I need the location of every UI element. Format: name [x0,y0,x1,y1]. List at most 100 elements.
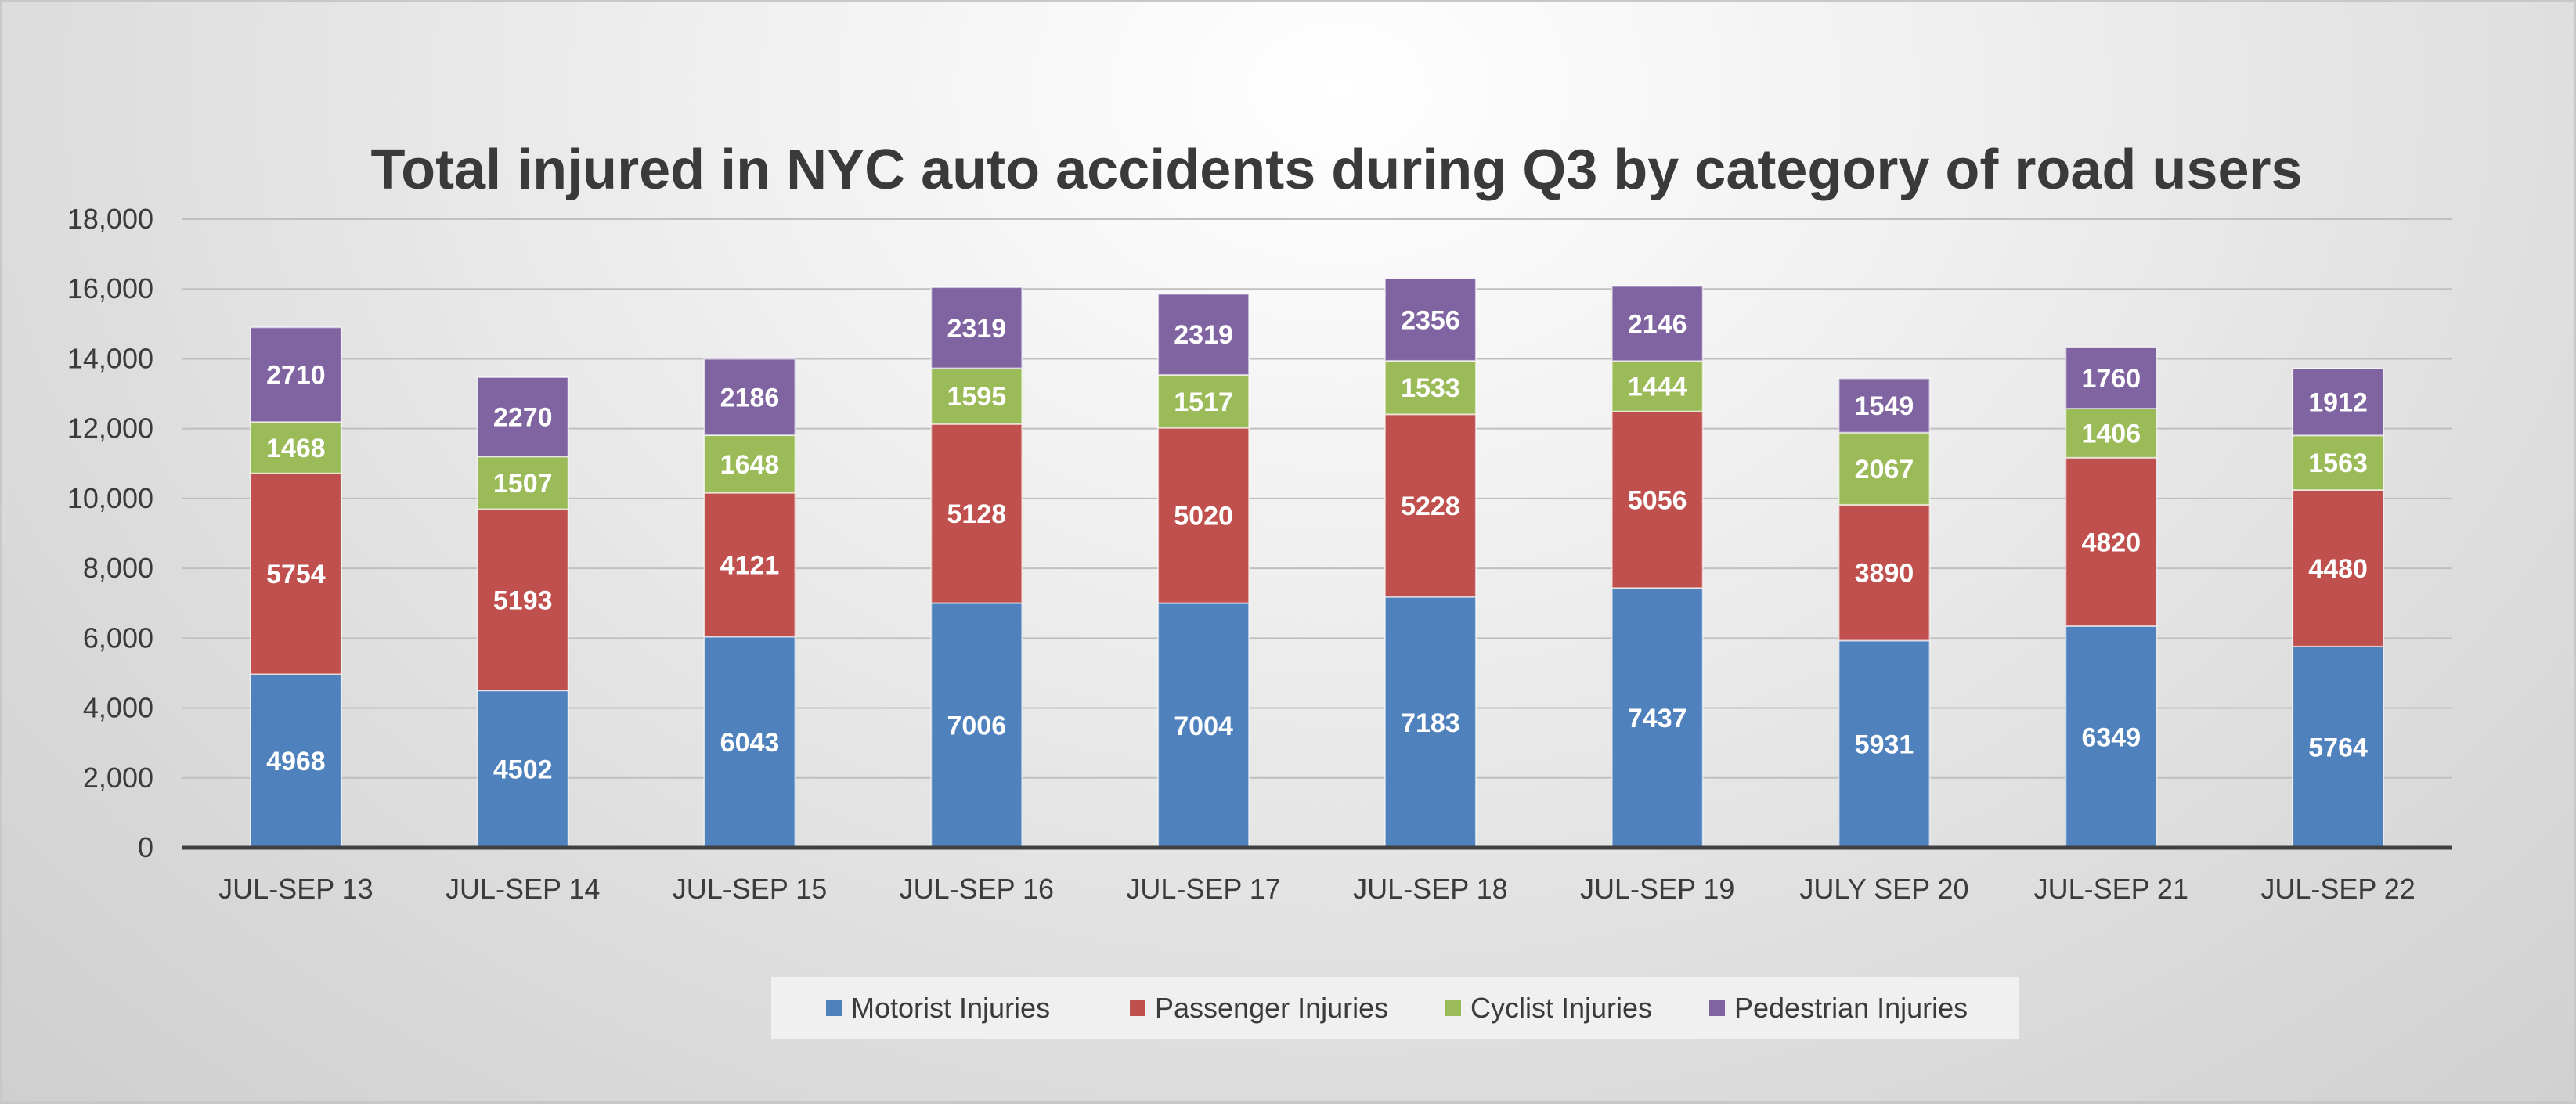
x-tick-label: JUL-SEP 22 [2260,873,2415,905]
chart-title: Total injured in NYC auto accidents duri… [370,139,2302,201]
y-tick-label: 4,000 [83,692,153,724]
x-tick-label: JUL-SEP 17 [1126,873,1280,905]
bar-pedestrian-injuries-jul-sep-16 [930,286,1023,369]
data-label-pedestrian-injuries: 2146 [1628,309,1687,339]
legend-box [771,977,2019,1039]
data-label-passenger-injuries: 5193 [493,585,553,615]
bar-pedestrian-injuries-jul-sep-22 [2292,367,2385,437]
data-label-passenger-injuries: 3890 [1855,559,1914,589]
y-tick-label: 14,000 [67,342,153,374]
data-label-passenger-injuries: 5228 [1401,492,1460,521]
legend-swatch-pedestrian-injuries [1709,1000,1725,1016]
data-label-motorist-injuries: 7183 [1401,708,1460,738]
data-label-motorist-injuries: 5764 [2308,733,2368,762]
bar-motorist-injuries-jul-sep-13 [249,673,342,849]
bar-motorist-injuries-jul-sep-15 [703,636,796,848]
data-label-cyclist-injuries: 1406 [2081,419,2141,449]
data-label-motorist-injuries: 7006 [947,712,1006,741]
data-label-pedestrian-injuries: 2186 [720,383,780,412]
data-label-cyclist-injuries: 1517 [1174,387,1233,417]
y-tick-label: 18,000 [67,203,153,235]
y-tick-label: 12,000 [67,412,153,445]
x-axis: JUL-SEP 13 JUL-SEP 14 JUL-SEP 15 JUL-SEP 16… [182,845,2452,905]
bar-motorist-injuries-jul-sep-17 [1157,602,1250,848]
bar-stack-jul-sep-14: 4502 5193 1507 2270 [476,376,569,848]
data-label-cyclist-injuries: 1444 [1628,372,1687,402]
data-label-passenger-injuries: 4480 [2308,554,2368,584]
data-label-passenger-injuries: 4820 [2081,528,2141,557]
bar-passenger-injuries-jul-sep-18 [1384,413,1477,598]
bar-pedestrian-injuries-jul-sep-17 [1157,293,1250,376]
data-label-cyclist-injuries: 2067 [1855,455,1914,485]
bar-passenger-injuries-jul-sep-15 [703,492,796,638]
data-label-passenger-injuries: 5056 [1628,485,1687,515]
data-label-cyclist-injuries: 1468 [266,434,326,463]
bar-motorist-injuries-jul-sep-21 [2065,625,2158,848]
y-tick-label: 2,000 [83,762,153,794]
bar-passenger-injuries-jul-sep-21 [2065,456,2158,627]
legend-label-pedestrian-injuries: Pedestrian Injuries [1734,992,1968,1024]
bar-stack-jul-sep-18: 7183 5228 1533 2356 [1384,277,1477,849]
data-label-cyclist-injuries: 1648 [720,450,780,480]
bar-pedestrian-injuries-jul-sep-13 [249,326,342,423]
data-label-motorist-injuries: 7004 [1174,712,1233,741]
bar-pedestrian-injuries-jul-sep-14 [476,376,569,458]
data-label-passenger-injuries: 5020 [1174,502,1233,531]
bar-motorist-injuries-jul-sep-16 [930,602,1023,848]
y-tick-label: 10,000 [67,482,153,514]
bar-cyclist-injuries-jul-sep-16 [930,367,1023,425]
bar-stack-july-sep-20: 5931 3890 2067 1549 [1838,377,1931,848]
legend-label-motorist-injuries: Motorist Injuries [851,992,1050,1024]
data-label-cyclist-injuries: 1595 [947,382,1006,412]
bar-stack-jul-sep-21: 6349 4820 1406 1760 [2065,346,2158,848]
data-label-passenger-injuries: 4121 [720,550,780,580]
legend-swatch-passenger-injuries [1130,1000,1145,1016]
data-label-motorist-injuries: 7437 [1628,704,1687,733]
y-tick-label: 0 [138,831,153,863]
legend: Motorist Injuries Passenger Injuries Cycli… [771,977,2019,1039]
y-axis: 0 2,000 4,000 6,000 8,000 10,000 12,000 14,000 1… [67,203,153,863]
data-label-pedestrian-injuries: 2270 [493,403,553,433]
bar-pedestrian-injuries-jul-sep-21 [2065,346,2158,410]
data-label-cyclist-injuries: 1563 [2308,449,2368,478]
bar-stack-jul-sep-22: 5764 4480 1563 1912 [2292,367,2385,849]
bar-pedestrian-injuries-jul-sep-19 [1611,285,1704,362]
data-label-motorist-injuries: 6349 [2081,722,2141,752]
bar-passenger-injuries-jul-sep-22 [2292,489,2385,647]
bar-stack-jul-sep-16: 7006 5128 1595 2319 [930,286,1023,848]
legend-label-cyclist-injuries: Cyclist Injuries [1470,992,1652,1024]
x-tick-label: JUL-SEP 16 [900,873,1054,905]
data-label-pedestrian-injuries: 1760 [2081,364,2141,394]
data-label-pedestrian-injuries: 2356 [1401,305,1460,335]
bar-passenger-injuries-jul-sep-17 [1157,427,1250,604]
y-tick-label: 16,000 [67,272,153,304]
data-label-passenger-injuries: 5754 [266,560,326,589]
y-tick-label: 6,000 [83,621,153,654]
legend-label-passenger-injuries: Passenger Injuries [1155,992,1388,1024]
bar-motorist-injuries-jul-sep-19 [1611,587,1704,848]
legend-swatch-motorist-injuries [826,1000,842,1016]
data-label-motorist-injuries: 6043 [720,728,780,758]
bar-stack-jul-sep-17: 7004 5020 1517 2319 [1157,293,1250,848]
bar-pedestrian-injuries-jul-sep-18 [1384,277,1477,362]
bar-stack-jul-sep-13: 4968 5754 1468 2710 [249,326,342,849]
bar-stack-jul-sep-19: 7437 5056 1444 2146 [1611,285,1704,848]
data-label-pedestrian-injuries: 2319 [947,314,1006,344]
bar-passenger-injuries-jul-sep-16 [930,423,1023,604]
bar-passenger-injuries-jul-sep-13 [249,472,342,675]
bar-pedestrian-injuries-jul-sep-15 [703,358,796,437]
x-tick-label: JUL-SEP 13 [218,873,373,905]
y-tick-label: 8,000 [83,552,153,584]
data-label-pedestrian-injuries: 1549 [1855,391,1914,421]
bar-motorist-injuries-july-sep-20 [1838,639,1931,848]
bar-stack-jul-sep-15: 6043 4121 1648 2186 [703,358,796,848]
data-label-cyclist-injuries: 1507 [493,469,553,499]
data-label-pedestrian-injuries: 1912 [2308,388,2368,418]
bar-pedestrian-injuries-july-sep-20 [1838,377,1931,434]
bar-cyclist-injuries-july-sep-20 [1838,431,1931,506]
data-label-pedestrian-injuries: 2710 [266,361,326,391]
legend-swatch-cyclist-injuries [1445,1000,1461,1016]
x-tick-label: JUL-SEP 18 [1353,873,1507,905]
data-label-motorist-injuries: 5931 [1855,730,1914,760]
